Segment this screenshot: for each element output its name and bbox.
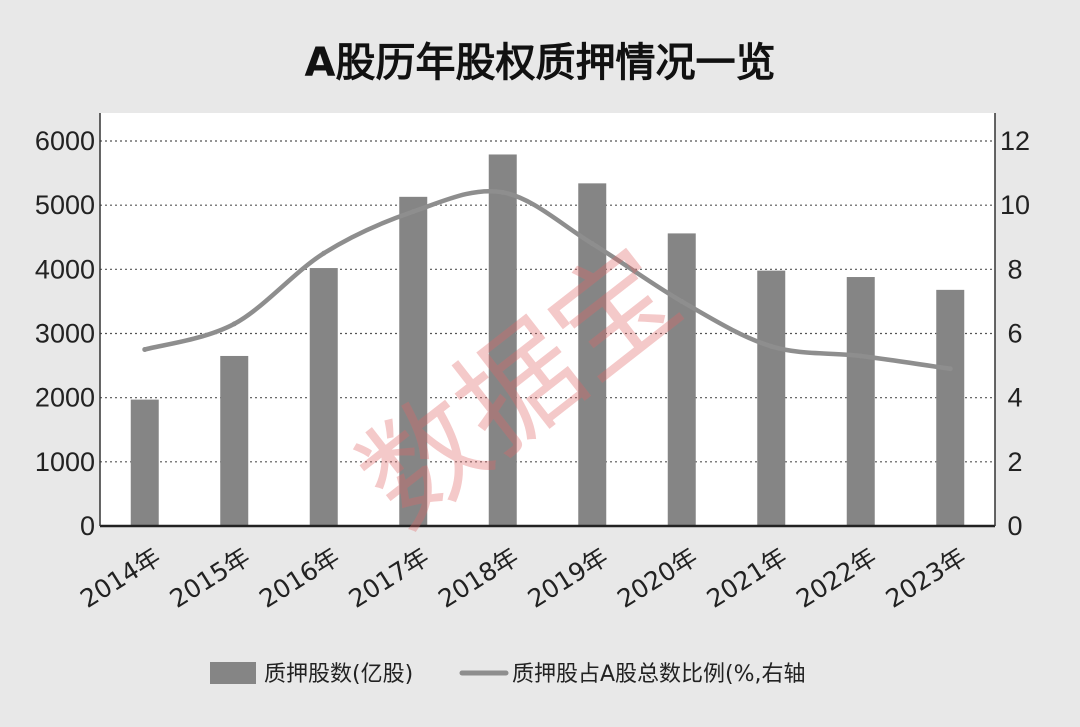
bar-mark (130, 399, 159, 526)
bar-mark (309, 268, 338, 526)
line-point (768, 343, 774, 349)
y-right-tick-label: 0 (1007, 511, 1022, 541)
line-point (231, 321, 237, 327)
chart-title: A股历年股权质押情况一览 (305, 40, 776, 86)
y-left-tick-label: 0 (80, 511, 95, 541)
bar-mark (220, 355, 249, 526)
bar-mark (846, 277, 875, 526)
grid-layer (100, 140, 995, 463)
x-tick-label: 2015年 (165, 542, 256, 614)
bar-mark (757, 270, 786, 526)
x-tick-label: 2018年 (433, 542, 524, 614)
y-left-tick-label: 5000 (35, 190, 95, 220)
y-right-tick-label: 8 (1007, 254, 1022, 284)
legend-label-line: 质押股占A股总数比例(%,右轴 (512, 662, 806, 687)
x-tick-label: 2021年 (702, 542, 793, 614)
bar-layer (130, 154, 965, 526)
legend-label-bar: 质押股数(亿股) (264, 662, 413, 687)
plot-area (100, 113, 995, 526)
y-right-tick-label: 10 (1000, 190, 1030, 220)
line-point (947, 366, 953, 372)
x-tick-label: 2019年 (523, 542, 614, 614)
line-point (589, 241, 595, 247)
legend-swatch-bar (210, 662, 256, 684)
y-right-tick-label: 2 (1007, 447, 1022, 477)
line-point (321, 250, 327, 256)
x-tick-label: 2023年 (881, 542, 972, 614)
line-point (142, 347, 148, 353)
y-left-tick-label: 6000 (35, 126, 95, 156)
y-left-tick-label: 3000 (35, 319, 95, 349)
y-left-tick-label: 1000 (35, 447, 95, 477)
y-left-tick-label: 4000 (35, 254, 95, 284)
y-right-tick-label: 6 (1007, 319, 1022, 349)
bar-mark (936, 289, 965, 526)
line-series-ratio (142, 189, 953, 372)
x-tick-label: 2016年 (254, 542, 345, 614)
line-point (679, 298, 685, 304)
x-tick-label: 2020年 (612, 542, 703, 614)
y-left-tick-label: 2000 (35, 383, 95, 413)
bar-mark (399, 196, 428, 526)
y-right-tick-label: 12 (1000, 126, 1030, 156)
bar-mark (667, 233, 696, 526)
legend: 质押股数(亿股) 质押股占A股总数比例(%,右轴 (210, 662, 806, 687)
x-tick-label: 2014年 (75, 542, 166, 614)
line-layer (142, 189, 953, 372)
line-point (410, 209, 416, 215)
bar-mark (578, 183, 607, 526)
bar-mark (488, 154, 517, 526)
line-point (500, 189, 506, 195)
x-tick-label: 2022年 (791, 542, 882, 614)
line-point (858, 353, 864, 359)
y-right-tick-label: 4 (1007, 383, 1022, 413)
